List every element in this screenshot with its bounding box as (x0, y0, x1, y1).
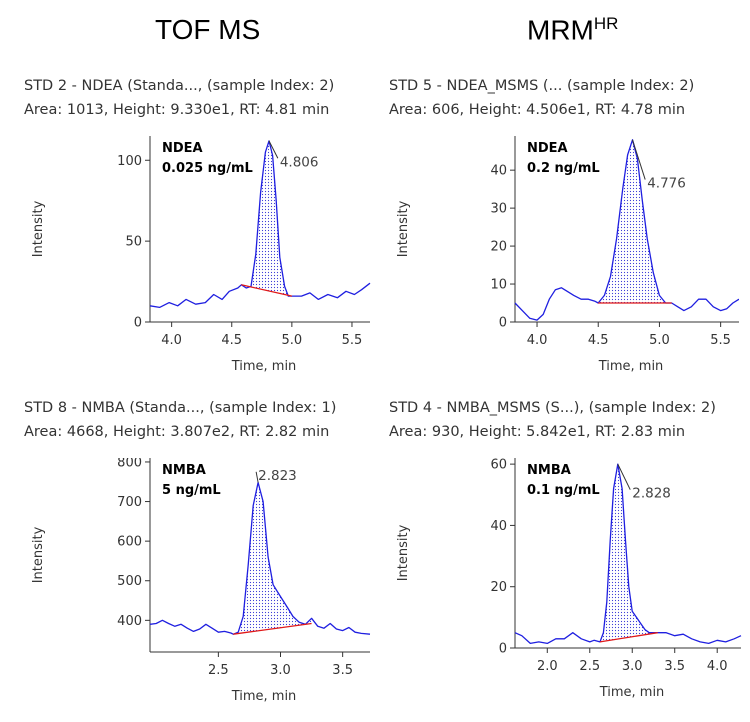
peak-area-fill (599, 464, 658, 642)
chromatogram-trace (514, 463, 742, 645)
mrm-title-main: MRM (527, 14, 594, 46)
x-tick-label: 3.0 (622, 659, 643, 674)
peak-label-leader (255, 471, 259, 483)
panel-header-stats: Area: 1013, Height: 9.330e1, RT: 4.81 mi… (24, 102, 330, 118)
y-tick-label: 50 (125, 235, 142, 250)
tof-ms-title: TOF MS (155, 14, 261, 45)
peak-rt-label: 2.823 (258, 468, 297, 484)
y-tick-label: 0 (134, 316, 142, 331)
panel-header-sample: STD 4 - NMBA_MSMS (S...), (sample Index:… (389, 400, 716, 416)
y-tick-label: 100 (117, 154, 142, 169)
y-axis-title: Intensity (396, 524, 411, 581)
chromatogram-plot: 0 50 100 4.0 4.5 5.0 5.5 Time, min Intensity 4.80… (31, 136, 371, 374)
x-tick-label: 5.0 (282, 333, 303, 348)
x-tick-label: 3.5 (332, 663, 353, 678)
chromatogram-plot: 0 10 20 30 40 4.0 4.5 5.0 5.5 Time, min Intensity 4… (396, 136, 739, 374)
compound-annotation: 0.2 ng/mL (527, 161, 600, 176)
integration-baseline (233, 622, 312, 635)
chromatogram-plot: 0 20 40 60 2.0 2.5 3.0 3.5 4.0 Time, min Intensity… (396, 458, 742, 700)
x-tick-label: 4.5 (221, 333, 242, 348)
compound-annotation: 5 ng/mL (162, 483, 221, 498)
x-tick-label: 4.0 (527, 333, 548, 348)
panel-header-stats: Area: 4668, Height: 3.807e2, RT: 2.82 mi… (24, 424, 330, 440)
x-tick-label: 2.5 (208, 663, 229, 678)
x-tick-label: 3.0 (270, 663, 291, 678)
compound-annotation: NMBA (527, 463, 571, 478)
panel-header-sample: STD 5 - NDEA_MSMS (... (sample Index: 2) (389, 78, 695, 94)
peak-area-fill (598, 139, 672, 304)
y-tick-label: 40 (490, 519, 507, 534)
panel-header-stats: Area: 606, Height: 4.506e1, RT: 4.78 min (389, 102, 686, 118)
panel-header-stats: Area: 930, Height: 5.842e1, RT: 2.83 min (389, 424, 686, 440)
y-tick-label: 20 (490, 580, 507, 595)
compound-annotation: 0.025 ng/mL (162, 161, 253, 176)
y-tick-label: 500 (117, 574, 142, 589)
y-tick-label: 0 (499, 642, 507, 657)
x-tick-label: 5.5 (710, 333, 731, 348)
compound-annotation: NDEA (162, 141, 203, 156)
x-tick-label: 4.0 (707, 659, 728, 674)
chromatogram-panel-nmba-mrm: STD 4 - NMBA_MSMS (S...), (sample Index:… (389, 400, 750, 720)
y-tick-label: 20 (490, 240, 507, 255)
x-axis-title: Time, min (231, 689, 297, 704)
peak-rt-label: 4.776 (647, 176, 686, 192)
chromatogram-panel-ndea-tof: STD 2 - NDEA (Standa..., (sample Index: … (24, 78, 394, 398)
x-tick-label: 2.5 (579, 659, 600, 674)
x-tick-label: 4.0 (161, 333, 182, 348)
peak-label-leader (268, 140, 279, 159)
y-tick-label: 700 (117, 495, 142, 510)
y-axis-title: Intensity (31, 526, 46, 583)
compound-annotation: 0.1 ng/mL (527, 483, 600, 498)
x-tick-label: 3.5 (664, 659, 685, 674)
peak-area-fill (233, 482, 312, 635)
y-axis-title: Intensity (396, 200, 411, 257)
mrm-title-superscript: HR (593, 14, 619, 33)
x-tick-label: 5.5 (342, 333, 363, 348)
compound-annotation: NMBA (162, 463, 206, 478)
integration-baseline (241, 284, 293, 297)
y-tick-label: 0 (499, 316, 507, 331)
x-tick-label: 2.0 (537, 659, 558, 674)
x-tick-label: 4.5 (588, 333, 609, 348)
x-axis-title: Time, min (598, 359, 664, 374)
chromatogram-panel-ndea-mrm: STD 5 - NDEA_MSMS (... (sample Index: 2)… (389, 78, 750, 398)
peak-label-leader (632, 139, 646, 180)
chromatogram-panel-nmba-tof: STD 8 - NMBA (Standa..., (sample Index: … (24, 400, 394, 720)
panel-header-sample: STD 2 - NDEA (Standa..., (sample Index: … (24, 78, 335, 94)
chromatogram-trace (514, 139, 739, 321)
y-tick-label: 800 (117, 458, 142, 470)
y-tick-label: 30 (490, 202, 507, 217)
x-tick-label: 5.0 (649, 333, 670, 348)
y-tick-label: 40 (490, 164, 507, 179)
peak-rt-label: 4.806 (280, 154, 319, 170)
y-tick-label: 400 (117, 614, 142, 629)
peak-rt-label: 2.828 (632, 486, 671, 502)
x-axis-title: Time, min (231, 359, 297, 374)
chromatogram-trace (149, 140, 371, 309)
peak-label-leader (617, 463, 631, 490)
panel-header-sample: STD 8 - NMBA (Standa..., (sample Index: … (24, 400, 337, 416)
y-tick-label: 10 (490, 278, 507, 293)
y-tick-label: 600 (117, 535, 142, 550)
mrm-hr-title: MRMHR (527, 14, 618, 46)
x-axis-title: Time, min (599, 685, 665, 700)
chromatogram-plot: 400 500 600 700 800 2.5 3.0 3.5 Time, min Intensi… (31, 458, 371, 704)
compound-annotation: NDEA (527, 141, 568, 156)
integration-baseline (599, 632, 658, 643)
y-tick-label: 60 (490, 458, 507, 473)
y-axis-title: Intensity (31, 200, 46, 257)
